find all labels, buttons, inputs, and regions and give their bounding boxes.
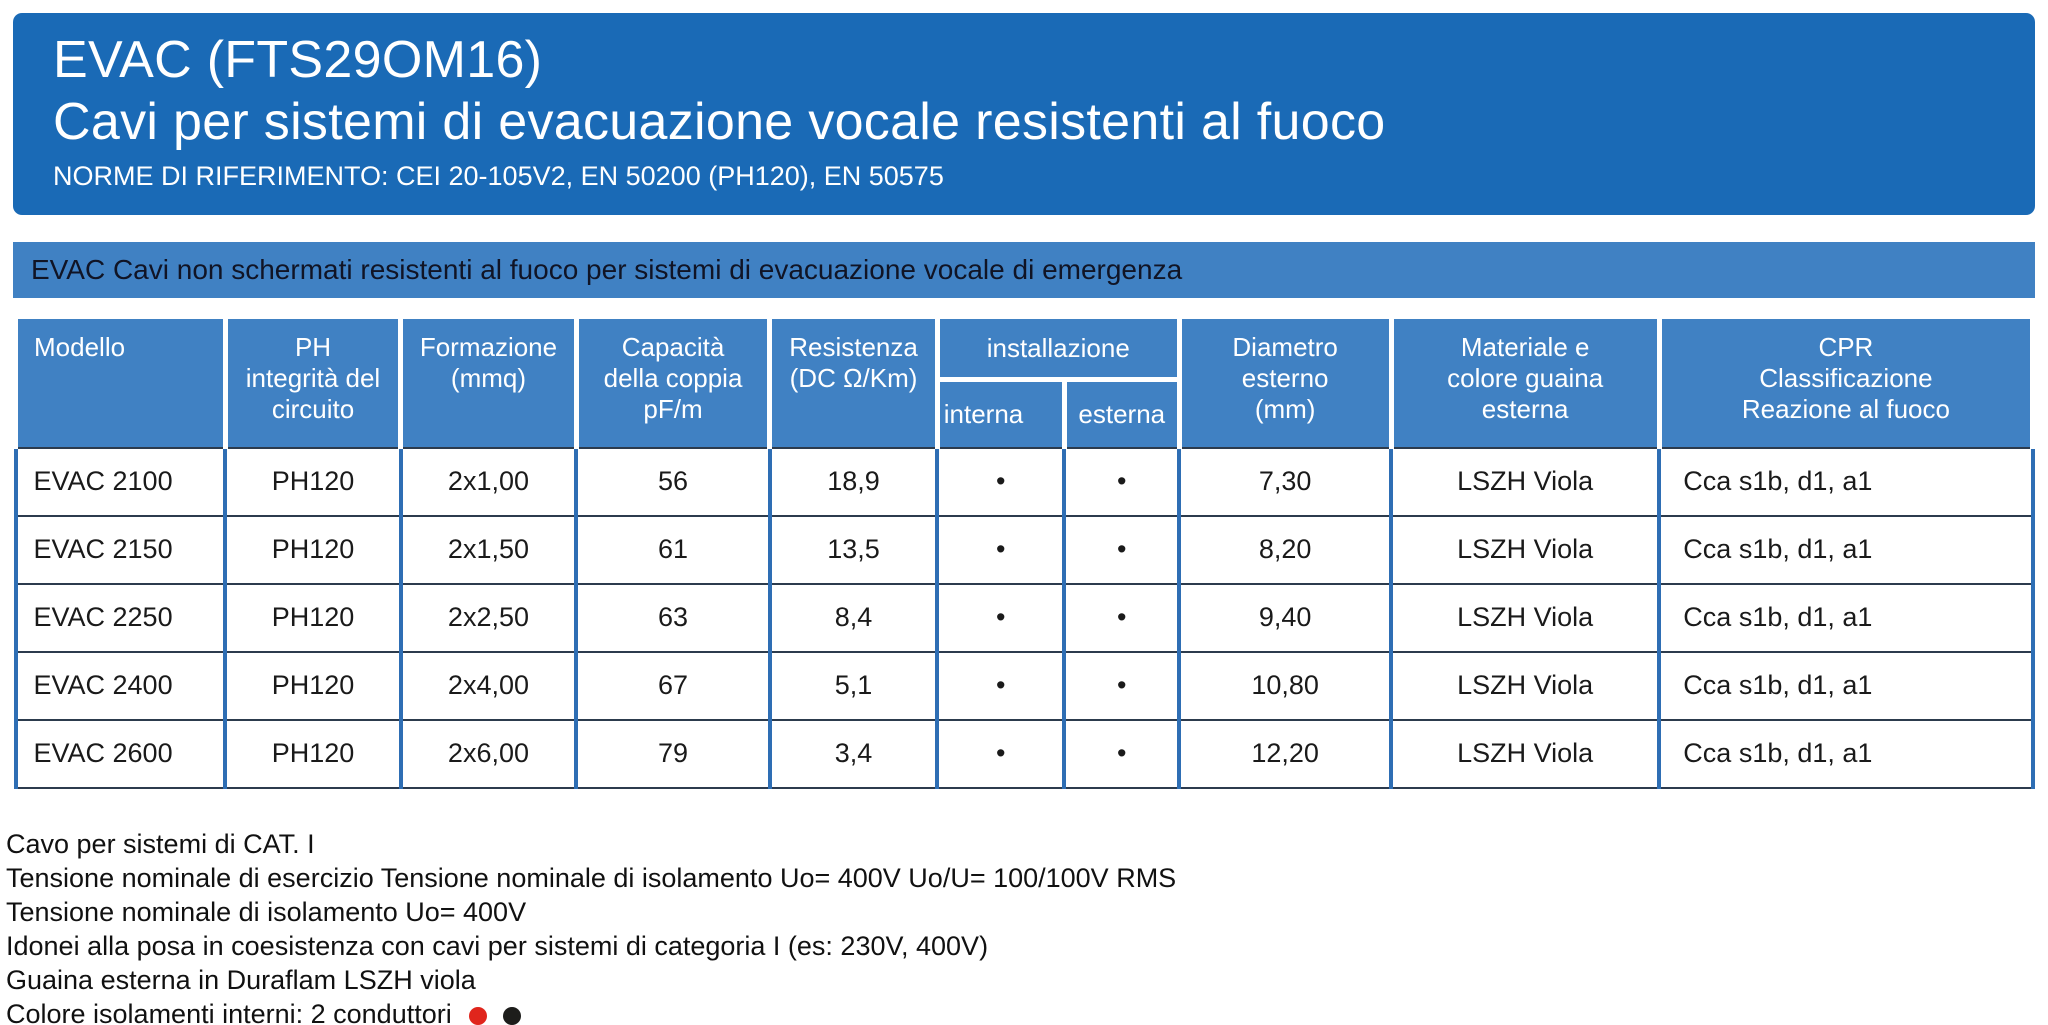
- note-line: Guaina esterna in Duraflam LSZH viola: [6, 964, 476, 995]
- table-cell: •: [935, 650, 1067, 721]
- table-cell: •: [1062, 650, 1182, 721]
- table-row: EVAC 2100 PH120 2x1,00 56 18,9 • • 7,30 LSZH Vio…: [13, 446, 2035, 517]
- col-header-interna: interna: [934, 377, 1067, 449]
- table-cell: 2x1,00: [398, 446, 579, 517]
- note-line: Idonei alla posa in coesistenza con cavi…: [6, 930, 989, 961]
- table-cell: 79: [574, 718, 772, 789]
- table-cell: 9,40: [1177, 582, 1394, 653]
- table-cell: 13,5: [767, 514, 940, 585]
- note-line-conductors: Colore isolamenti interni: 2 conduttori: [6, 997, 2035, 1025]
- table-cell: LSZH Viola: [1389, 718, 1662, 789]
- product-spec-table: Modello PH integrità del circuito Formaz…: [13, 314, 2036, 789]
- table-cell: •: [1062, 514, 1182, 585]
- table-cell: •: [1062, 446, 1182, 517]
- table-header-row-main: Modello PH integrità del circuito Formaz…: [13, 314, 2036, 449]
- table-row: EVAC 2250 PH120 2x2,50 63 8,4 • • 9,40 LSZH Viol…: [13, 582, 2035, 653]
- table-cell: •: [935, 718, 1067, 789]
- table-cell: Cca s1b, d1, a1: [1657, 582, 2035, 653]
- table-cell: 2x1,50: [398, 514, 579, 585]
- col-header-diametro: Diametro esterno (mm): [1176, 314, 1394, 449]
- table-cell: 5,1: [767, 650, 940, 721]
- col-header-esterna: esterna: [1061, 377, 1182, 449]
- table-header: Modello PH integrità del circuito Formaz…: [13, 314, 2036, 449]
- table-cell: 3,4: [767, 718, 940, 789]
- table-cell: •: [935, 582, 1067, 653]
- col-header-installazione: installazione: [934, 314, 1182, 382]
- table-cell: 8,4: [767, 582, 940, 653]
- table-cell: Cca s1b, d1, a1: [1657, 514, 2035, 585]
- table-cell: EVAC 2150: [13, 514, 228, 585]
- banner-text: EVAC Cavi non schermati resistenti al fu…: [31, 254, 1183, 285]
- table-cell: LSZH Viola: [1389, 514, 1662, 585]
- table-cell: Cca s1b, d1, a1: [1657, 650, 2035, 721]
- table-cell: PH120: [223, 514, 403, 585]
- table-cell: •: [1062, 582, 1182, 653]
- table-cell: EVAC 2250: [13, 582, 228, 653]
- table-cell: 7,30: [1177, 446, 1394, 517]
- product-description-title: Cavi per sistemi di evacuazione vocale r…: [53, 93, 1386, 151]
- table-cell: PH120: [223, 718, 403, 789]
- table-cell: •: [1062, 718, 1182, 789]
- table-cell: LSZH Viola: [1389, 446, 1662, 517]
- red-conductor-dot: [469, 1006, 488, 1025]
- table-cell: PH120: [223, 582, 403, 653]
- table-cell: 67: [574, 650, 772, 721]
- table-cell: LSZH Viola: [1389, 650, 1662, 721]
- note-line: Tensione nominale di isolamento Uo= 400V: [6, 896, 527, 927]
- table-cell: LSZH Viola: [1389, 582, 1662, 653]
- table-cell: 18,9: [767, 446, 940, 517]
- col-header-formazione: Formazione (mmq): [398, 314, 579, 449]
- table-cell: 10,80: [1177, 650, 1394, 721]
- col-header-resistenza: Resistenza (DC Ω/Km): [767, 314, 940, 449]
- product-family-banner: EVAC Cavi non schermati resistenti al fu…: [13, 242, 2035, 298]
- product-code-title: EVAC (FTS29OM16): [53, 31, 543, 89]
- table-cell: 2x2,50: [398, 582, 579, 653]
- note-text: Colore isolamenti interni: 2 conduttori: [6, 998, 452, 1025]
- table-cell: 12,20: [1177, 718, 1394, 789]
- col-header-ph: PH integrità del circuito: [222, 314, 404, 449]
- note-line: Cavo per sistemi di CAT. I: [6, 828, 315, 859]
- table-row: EVAC 2150 PH120 2x1,50 61 13,5 • • 8,20 LSZH Vio…: [13, 514, 2035, 585]
- table-cell: EVAC 2100: [13, 446, 228, 517]
- table-cell: PH120: [223, 446, 403, 517]
- table-cell: 63: [574, 582, 772, 653]
- table-header-row-sub: interna esterna: [16, 377, 2033, 449]
- notes-section: Cavo per sistemi di CAT. I Tensione nomi…: [6, 827, 2035, 1025]
- table-cell: EVAC 2600: [13, 718, 228, 789]
- col-header-capacita: Capacità della coppia pF/m: [573, 314, 773, 449]
- table-cell: 61: [574, 514, 772, 585]
- table-body: EVAC 2100 PH120 2x1,00 56 18,9 • • 7,30 LSZH Vio…: [13, 446, 2035, 789]
- table-cell: Cca s1b, d1, a1: [1657, 718, 2035, 789]
- note-line: Tensione nominale di esercizio Tensione …: [6, 862, 1177, 893]
- table-row: EVAC 2400 PH120 2x4,00 67 5,1 • • 10,80 LSZH Vio…: [13, 650, 2035, 721]
- black-conductor-dot: [502, 1006, 521, 1025]
- col-header-materiale: Materiale e colore guaina esterna: [1388, 314, 1662, 449]
- table-cell: •: [935, 446, 1067, 517]
- table-cell: 8,20: [1177, 514, 1394, 585]
- col-header-modello: Modello: [13, 314, 228, 449]
- table-cell: Cca s1b, d1, a1: [1657, 446, 2035, 517]
- col-header-cpr: CPR Classificazione Reazione al fuoco: [1656, 314, 2036, 449]
- table-cell: 56: [574, 446, 772, 517]
- table-cell: EVAC 2400: [13, 650, 228, 721]
- table-cell: 2x4,00: [398, 650, 579, 721]
- header-banner: EVAC (FTS29OM16) Cavi per sistemi di eva…: [13, 13, 2035, 215]
- table-cell: PH120: [223, 650, 403, 721]
- table-cell: •: [935, 514, 1067, 585]
- table-cell: 2x6,00: [398, 718, 579, 789]
- reference-norms: NORME DI RIFERIMENTO: CEI 20-105V2, EN 5…: [53, 161, 944, 191]
- table-row: EVAC 2600 PH120 2x6,00 79 3,4 • • 12,20 LSZH Vio…: [13, 718, 2035, 789]
